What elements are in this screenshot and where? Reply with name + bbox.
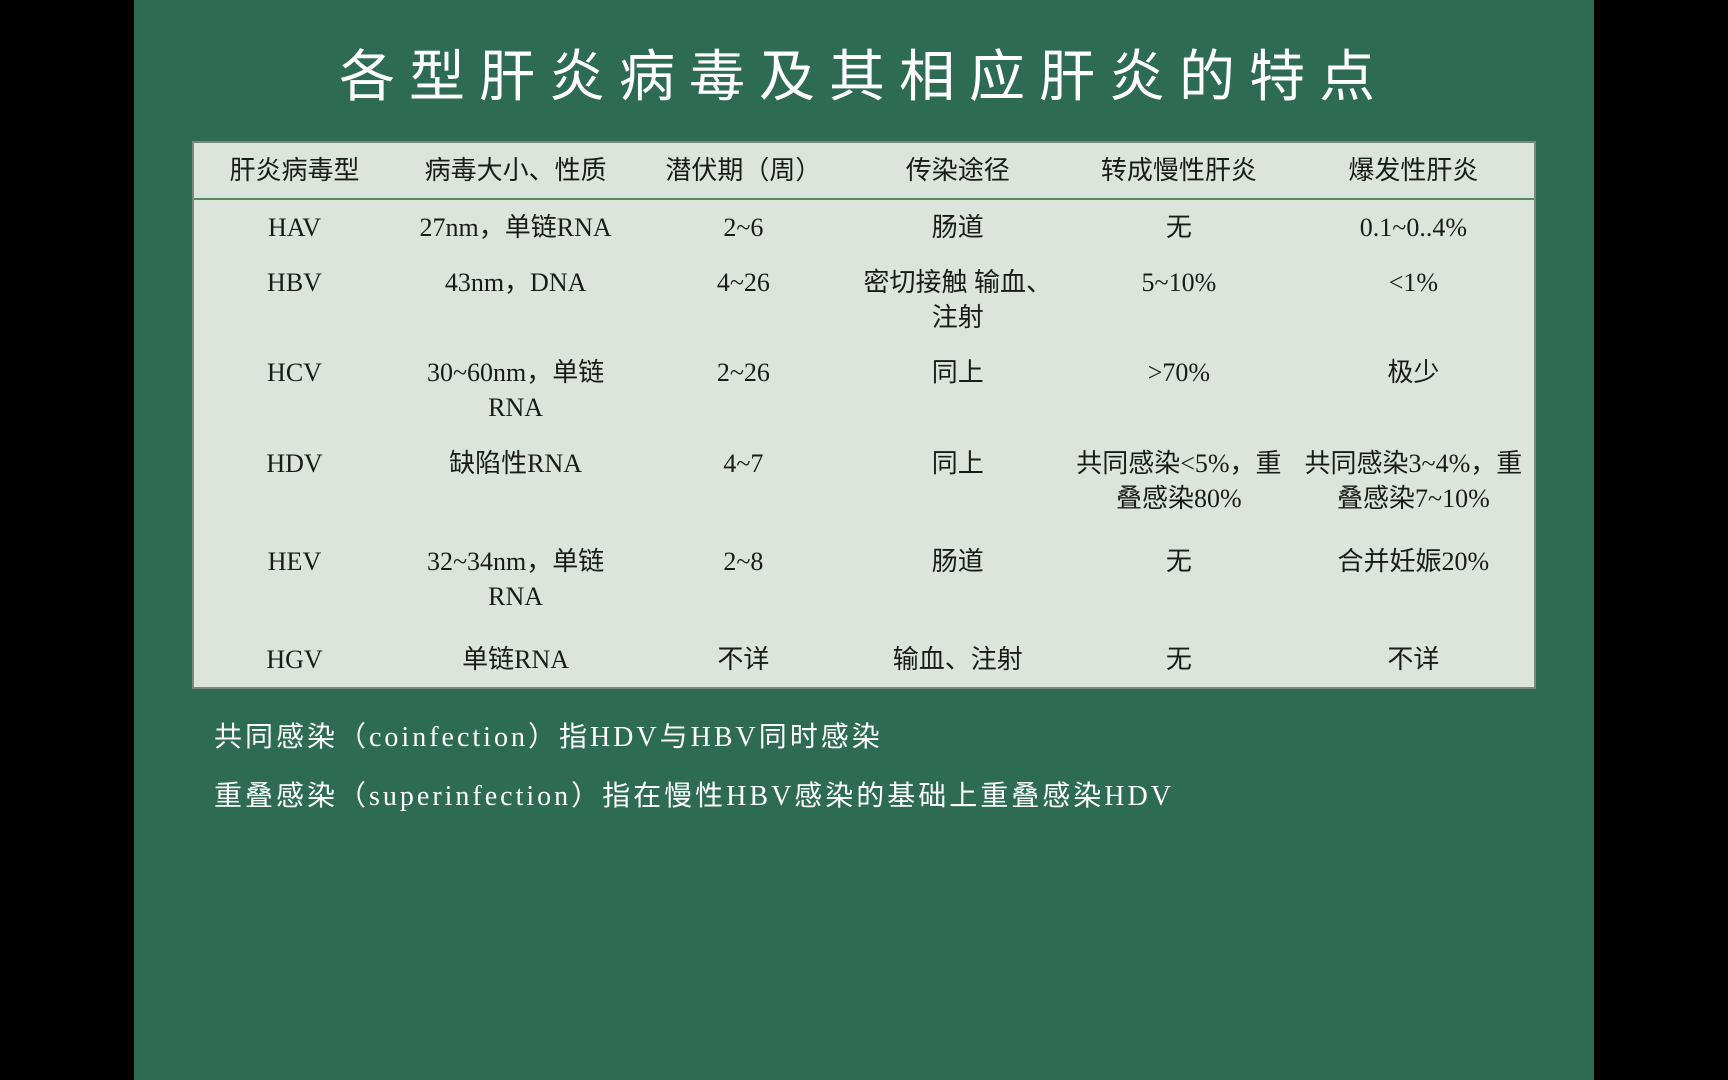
cell: 同上 bbox=[851, 345, 1065, 435]
cell: 无 bbox=[1065, 526, 1293, 632]
hepatitis-table: 肝炎病毒型 病毒大小、性质 潜伏期（周） 传染途径 转成慢性肝炎 爆发性肝炎 H… bbox=[194, 143, 1534, 687]
cell: 4~26 bbox=[636, 255, 850, 345]
cell: 32~34nm，单链RNA bbox=[395, 526, 636, 632]
cell: 2~26 bbox=[636, 345, 850, 435]
cell: 不详 bbox=[636, 632, 850, 687]
cell: 27nm，单链RNA bbox=[395, 199, 636, 255]
cell: HCV bbox=[194, 345, 395, 435]
cell: HAV bbox=[194, 199, 395, 255]
col-header: 爆发性肝炎 bbox=[1293, 143, 1534, 199]
cell: 不详 bbox=[1293, 632, 1534, 687]
cell: HEV bbox=[194, 526, 395, 632]
cell: 30~60nm，单链RNA bbox=[395, 345, 636, 435]
cell: 0.1~0..4% bbox=[1293, 199, 1534, 255]
col-header: 潜伏期（周） bbox=[636, 143, 850, 199]
table-row: HBV 43nm，DNA 4~26 密切接触 输血、注射 5~10% <1% bbox=[194, 255, 1534, 345]
cell: <1% bbox=[1293, 255, 1534, 345]
cell: 单链RNA bbox=[395, 632, 636, 687]
cell: 缺陷性RNA bbox=[395, 436, 636, 526]
cell: 合并妊娠20% bbox=[1293, 526, 1534, 632]
hepatitis-table-wrap: 肝炎病毒型 病毒大小、性质 潜伏期（周） 传染途径 转成慢性肝炎 爆发性肝炎 H… bbox=[192, 141, 1536, 689]
cell: 无 bbox=[1065, 632, 1293, 687]
col-header: 转成慢性肝炎 bbox=[1065, 143, 1293, 199]
cell: 4~7 bbox=[636, 436, 850, 526]
col-header: 病毒大小、性质 bbox=[395, 143, 636, 199]
table-header-row: 肝炎病毒型 病毒大小、性质 潜伏期（周） 传染途径 转成慢性肝炎 爆发性肝炎 bbox=[194, 143, 1534, 199]
cell: 肠道 bbox=[851, 526, 1065, 632]
slide-title: 各型肝炎病毒及其相应肝炎的特点 bbox=[134, 32, 1594, 113]
cell: 极少 bbox=[1293, 345, 1534, 435]
cell: 5~10% bbox=[1065, 255, 1293, 345]
cell: >70% bbox=[1065, 345, 1293, 435]
slide: 各型肝炎病毒及其相应肝炎的特点 肝炎病毒型 病毒大小、性质 潜伏期（周） 传染途… bbox=[134, 0, 1594, 1080]
cell: 43nm，DNA bbox=[395, 255, 636, 345]
table-row: HGV 单链RNA 不详 输血、注射 无 不详 bbox=[194, 632, 1534, 687]
cell: 同上 bbox=[851, 436, 1065, 526]
cell: 共同感染3~4%，重叠感染7~10% bbox=[1293, 436, 1534, 526]
footnotes: 共同感染（coinfection）指HDV与HBV同时感染 重叠感染（super… bbox=[214, 711, 1514, 823]
cell: 2~8 bbox=[636, 526, 850, 632]
footnote-line: 重叠感染（superinfection）指在慢性HBV感染的基础上重叠感染HDV bbox=[214, 770, 1514, 823]
footnote-line: 共同感染（coinfection）指HDV与HBV同时感染 bbox=[214, 711, 1514, 764]
table-row: HCV 30~60nm，单链RNA 2~26 同上 >70% 极少 bbox=[194, 345, 1534, 435]
cell: 输血、注射 bbox=[851, 632, 1065, 687]
cell: 2~6 bbox=[636, 199, 850, 255]
table-row: HEV 32~34nm，单链RNA 2~8 肠道 无 合并妊娠20% bbox=[194, 526, 1534, 632]
table-row: HDV 缺陷性RNA 4~7 同上 共同感染<5%，重叠感染80% 共同感染3~… bbox=[194, 436, 1534, 526]
col-header: 传染途径 bbox=[851, 143, 1065, 199]
cell: 无 bbox=[1065, 199, 1293, 255]
table-row: HAV 27nm，单链RNA 2~6 肠道 无 0.1~0..4% bbox=[194, 199, 1534, 255]
cell: HDV bbox=[194, 436, 395, 526]
cell: HGV bbox=[194, 632, 395, 687]
cell: 共同感染<5%，重叠感染80% bbox=[1065, 436, 1293, 526]
cell: HBV bbox=[194, 255, 395, 345]
col-header: 肝炎病毒型 bbox=[194, 143, 395, 199]
cell: 肠道 bbox=[851, 199, 1065, 255]
cell: 密切接触 输血、注射 bbox=[851, 255, 1065, 345]
